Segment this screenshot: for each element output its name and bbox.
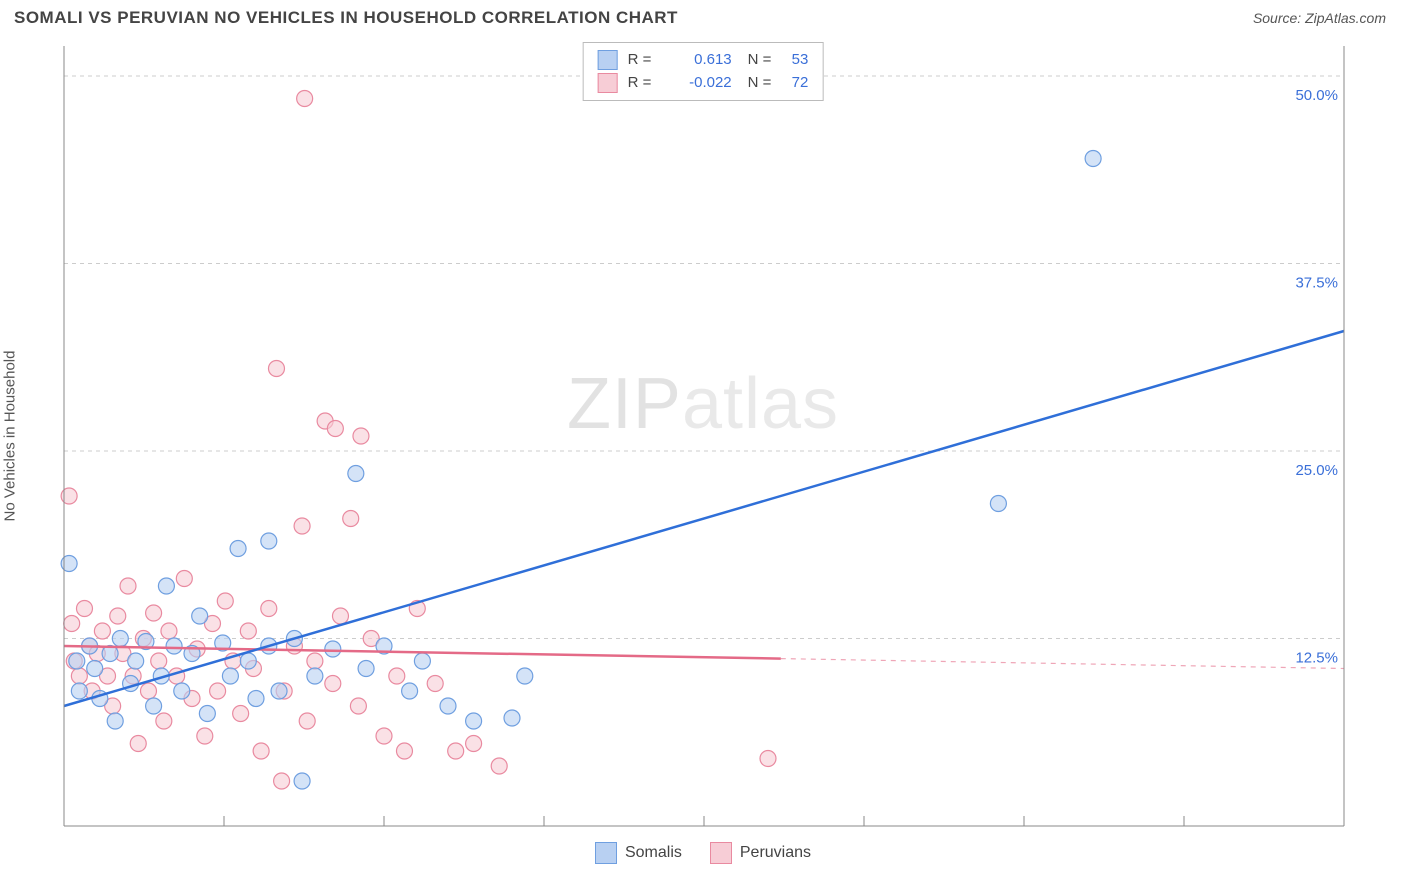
legend-n-value-peruvians: 72 (792, 72, 809, 95)
title-bar: SOMALI VS PERUVIAN NO VEHICLES IN HOUSEH… (0, 0, 1406, 36)
scatter-chart: 12.5% 25.0% 37.5% 50.0% 0.0% 50.0% (14, 36, 1392, 836)
legend-row-somalis: R = 0.613 N = 53 (598, 49, 809, 72)
source-credit: Source: ZipAtlas.com (1253, 10, 1386, 26)
legend-swatch-peruvians (598, 73, 618, 93)
series-legend: Somalis Peruvians (0, 842, 1406, 864)
legend-swatch-icon (595, 842, 617, 864)
source-label: Source: (1253, 10, 1301, 26)
legend-n-value-somalis: 53 (792, 49, 809, 72)
y-axis-label: No Vehicles in Household (2, 351, 19, 522)
svg-text:37.5%: 37.5% (1295, 275, 1338, 292)
legend-n-label: N = (748, 49, 782, 72)
svg-text:25.0%: 25.0% (1295, 462, 1338, 479)
legend-r-value-somalis: 0.613 (672, 49, 732, 72)
svg-text:50.0%: 50.0% (1295, 87, 1338, 104)
svg-text:0.0%: 0.0% (51, 835, 85, 836)
correlation-legend: R = 0.613 N = 53 R = -0.022 N = 72 (583, 42, 824, 101)
legend-r-label: R = (628, 49, 662, 72)
legend-item-peruvians: Peruvians (710, 842, 811, 864)
legend-label-somalis: Somalis (625, 844, 682, 862)
legend-r-label: R = (628, 72, 662, 95)
legend-swatch-icon (710, 842, 732, 864)
legend-item-somalis: Somalis (595, 842, 682, 864)
chart-container: No Vehicles in Household 12.5%25.0%37.5%… (14, 36, 1392, 836)
legend-row-peruvians: R = -0.022 N = 72 (598, 72, 809, 95)
legend-label-peruvians: Peruvians (740, 844, 811, 862)
legend-r-value-peruvians: -0.022 (672, 72, 732, 95)
svg-text:12.5%: 12.5% (1295, 650, 1338, 667)
svg-text:50.0%: 50.0% (1319, 835, 1362, 836)
legend-n-label: N = (748, 72, 782, 95)
chart-title: SOMALI VS PERUVIAN NO VEHICLES IN HOUSEH… (14, 8, 678, 28)
legend-swatch-somalis (598, 50, 618, 70)
source-value: ZipAtlas.com (1305, 10, 1386, 26)
